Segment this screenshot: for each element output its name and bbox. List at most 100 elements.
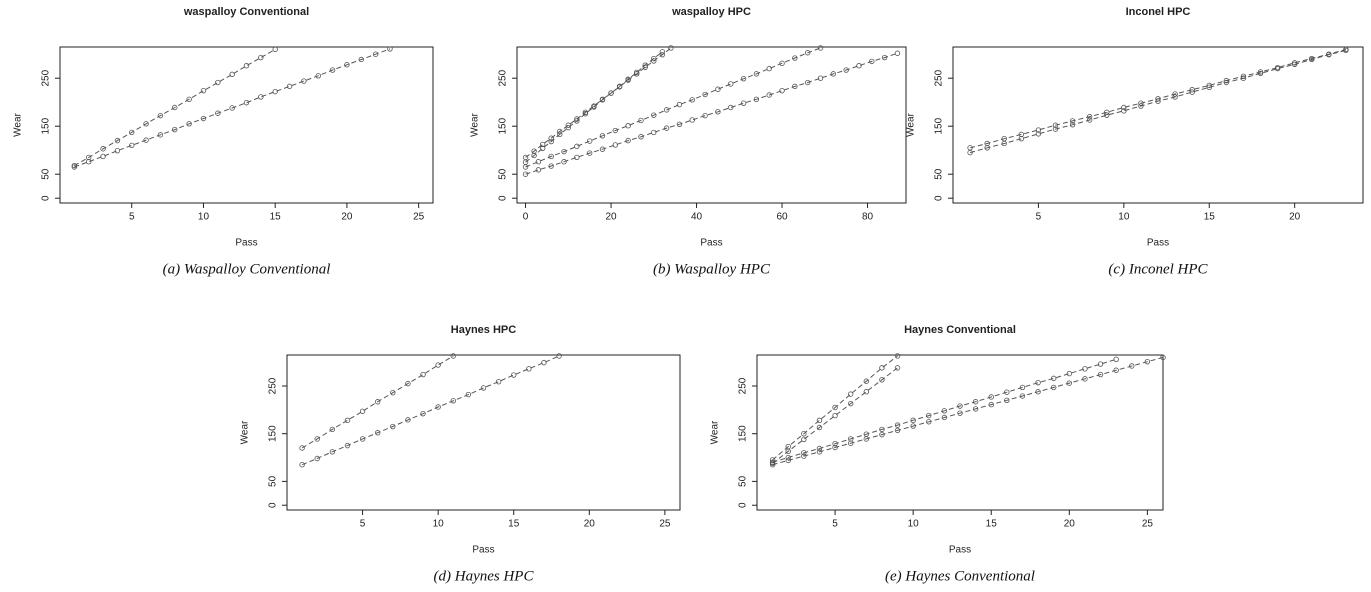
point (1138, 100, 1144, 106)
point (1035, 379, 1041, 386)
y-tick-label: 250 (41, 69, 52, 86)
point (85, 159, 92, 165)
point (856, 63, 862, 69)
point (651, 129, 657, 136)
series-line (525, 52, 898, 175)
y-axis-label: Wear (13, 112, 24, 136)
point (817, 45, 824, 51)
point (565, 124, 571, 131)
point (1050, 384, 1057, 391)
point (715, 86, 721, 92)
series-line (301, 355, 560, 466)
plot-frame (59, 46, 434, 204)
point (243, 63, 250, 69)
point (286, 83, 293, 90)
x-tick-label: 10 (1118, 212, 1130, 223)
series-line (525, 51, 663, 163)
point (801, 430, 807, 437)
point (816, 417, 823, 424)
point (832, 441, 838, 447)
point (329, 67, 336, 73)
point (495, 379, 502, 385)
y-axis-label: Wear (470, 112, 481, 136)
y-axis-label: Wear (240, 420, 251, 444)
point (480, 385, 487, 391)
point (548, 138, 554, 145)
point (1066, 380, 1073, 386)
caption: (a) Waspalloy Conventional (163, 261, 331, 277)
point (816, 445, 823, 452)
point (129, 142, 135, 149)
point (186, 121, 192, 127)
point (387, 46, 393, 52)
series-line (772, 367, 898, 464)
point (1121, 104, 1127, 111)
point (100, 146, 106, 152)
point (785, 457, 791, 464)
point (582, 111, 589, 117)
point (926, 419, 932, 425)
point (659, 49, 666, 55)
plot-frame (756, 354, 1164, 511)
point (1050, 375, 1057, 382)
point (879, 365, 885, 371)
point (100, 153, 106, 160)
point (374, 430, 381, 436)
point (143, 137, 149, 143)
point (1155, 98, 1161, 104)
point (420, 371, 426, 378)
point (847, 391, 854, 397)
point (638, 134, 644, 140)
x-axis-label: Pass (235, 238, 257, 249)
caption: (d) Haynes HPC (434, 568, 535, 584)
point (832, 404, 838, 411)
point (186, 96, 192, 103)
y-tick-label: 0 (498, 195, 509, 201)
point (1069, 118, 1076, 124)
point (1291, 60, 1298, 66)
point (561, 148, 567, 155)
x-tick-label: 5 (832, 519, 838, 530)
point (200, 87, 207, 94)
point (599, 97, 606, 103)
x-tick-label: 0 (523, 212, 529, 223)
point (315, 73, 321, 79)
point (847, 400, 854, 407)
point (539, 141, 546, 148)
point (329, 449, 336, 455)
series-line (301, 355, 454, 449)
point (1113, 356, 1119, 362)
point (556, 353, 562, 359)
point (1004, 397, 1010, 404)
point (801, 453, 807, 459)
y-tick-label: 50 (498, 168, 509, 180)
x-tick-label: 10 (908, 519, 920, 530)
point (1082, 366, 1088, 372)
point (541, 359, 547, 366)
y-tick-label: 150 (268, 425, 279, 442)
x-tick-label: 60 (776, 212, 788, 223)
x-tick-label: 25 (1142, 519, 1154, 530)
plot-frame (952, 46, 1364, 204)
chart-panel: Inconel HPC 5 10 15 20 0 50 150 250 Pass Wear (c) I… (906, 6, 1364, 277)
point (1240, 75, 1247, 81)
point (114, 137, 121, 144)
point (869, 58, 875, 65)
series-line (525, 47, 672, 158)
point (663, 125, 670, 131)
point (531, 152, 537, 159)
series-line (74, 48, 391, 168)
point (1309, 56, 1315, 63)
point (816, 449, 823, 455)
y-tick-label: 0 (268, 502, 279, 508)
x-tick-label: 5 (360, 519, 366, 530)
point (801, 450, 807, 456)
y-tick-label: 250 (498, 69, 509, 86)
point (465, 391, 472, 398)
point (143, 121, 149, 127)
point (1129, 363, 1135, 369)
point (526, 366, 532, 372)
point (894, 50, 901, 56)
point (879, 426, 885, 433)
